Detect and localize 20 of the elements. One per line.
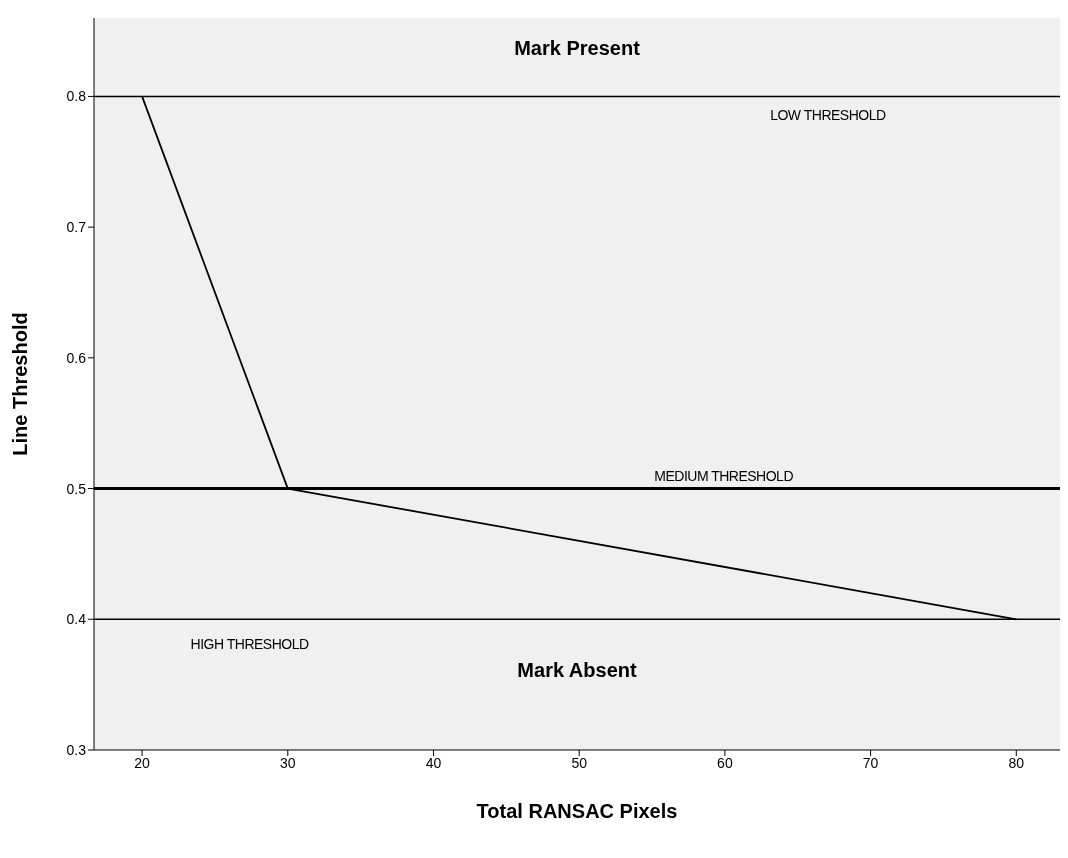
ref-line-label: LOW THRESHOLD [770,107,886,124]
ref-line-label: HIGH THRESHOLD [190,636,309,653]
x-tick-label: 20 [134,754,151,771]
x-axis-title: Total RANSAC Pixels [476,800,678,822]
x-tick-label: 30 [279,754,296,771]
x-tick-label: 70 [862,754,879,771]
x-tick-label: 40 [425,754,442,771]
x-tick-label: 80 [1008,754,1025,771]
y-tick-label: 0.5 [66,480,87,497]
y-axis-title: Line Threshold [9,312,32,456]
y-tick-label: 0.6 [66,349,87,366]
annotation: Mark Absent [517,658,637,681]
x-tick-label: 60 [717,754,733,771]
y-tick-label: 0.3 [66,741,87,758]
ref-line-label: MEDIUM THRESHOLD [654,467,794,484]
x-tick-label: 50 [571,754,588,771]
annotation: Mark Present [514,36,641,59]
y-tick-label: 0.7 [66,219,87,236]
y-tick-label: 0.4 [66,611,87,628]
y-tick-label: 0.8 [66,88,87,105]
